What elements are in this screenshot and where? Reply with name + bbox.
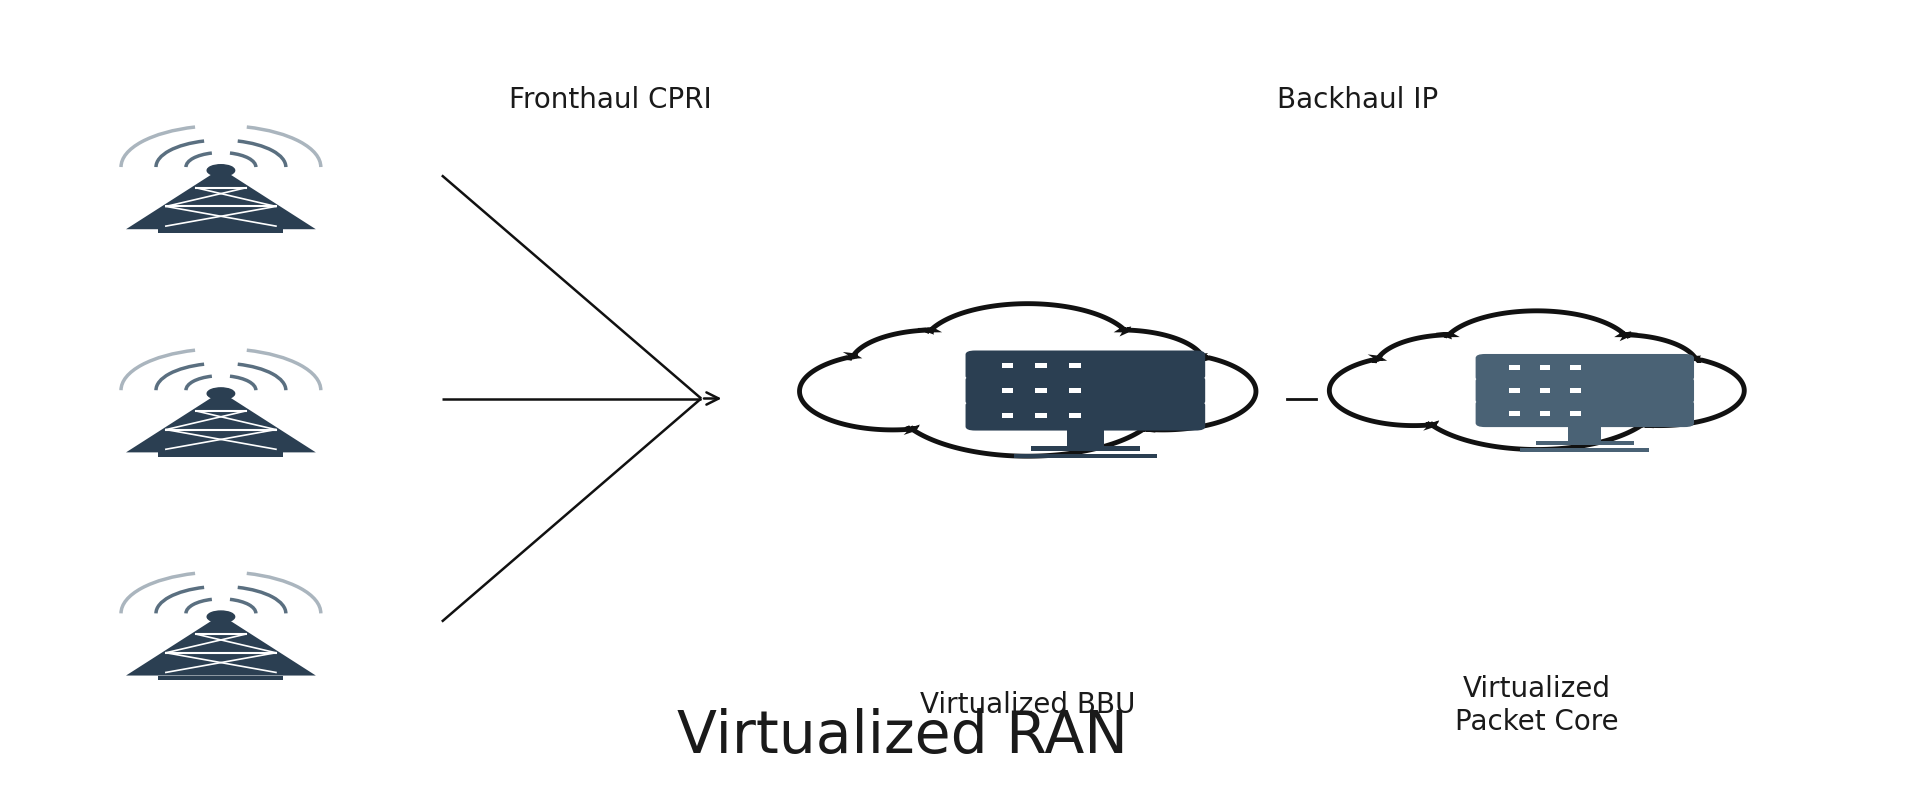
FancyBboxPatch shape [158, 676, 284, 680]
Circle shape [1441, 311, 1633, 391]
FancyBboxPatch shape [1569, 366, 1581, 370]
FancyBboxPatch shape [1535, 441, 1635, 446]
FancyBboxPatch shape [1510, 388, 1520, 393]
FancyBboxPatch shape [1569, 388, 1581, 393]
FancyBboxPatch shape [966, 376, 1204, 406]
FancyBboxPatch shape [966, 351, 1204, 380]
FancyBboxPatch shape [1475, 354, 1694, 382]
Polygon shape [127, 619, 315, 676]
FancyBboxPatch shape [1068, 426, 1103, 446]
Circle shape [1329, 355, 1498, 426]
FancyBboxPatch shape [1035, 388, 1047, 393]
Text: Virtualized
Packet Core: Virtualized Packet Core [1454, 675, 1619, 736]
FancyBboxPatch shape [1068, 363, 1082, 367]
FancyBboxPatch shape [1014, 454, 1156, 458]
FancyBboxPatch shape [1510, 366, 1520, 370]
FancyBboxPatch shape [1001, 414, 1012, 418]
FancyBboxPatch shape [158, 453, 284, 457]
Circle shape [851, 330, 1020, 400]
Polygon shape [127, 396, 315, 453]
Circle shape [207, 165, 234, 176]
FancyBboxPatch shape [1475, 377, 1694, 404]
FancyBboxPatch shape [1569, 411, 1581, 415]
FancyBboxPatch shape [1539, 388, 1550, 393]
Text: Fronthaul CPRI: Fronthaul CPRI [509, 85, 713, 114]
FancyBboxPatch shape [1539, 411, 1550, 415]
Circle shape [893, 344, 1162, 456]
Circle shape [1414, 347, 1660, 450]
Circle shape [1375, 335, 1529, 398]
Text: Backhaul IP: Backhaul IP [1277, 85, 1439, 114]
Circle shape [207, 611, 234, 622]
FancyBboxPatch shape [1520, 448, 1650, 452]
Circle shape [1544, 335, 1698, 398]
Text: Virtualized RAN: Virtualized RAN [678, 708, 1128, 765]
Circle shape [1575, 355, 1744, 426]
FancyBboxPatch shape [1035, 414, 1047, 418]
FancyBboxPatch shape [1539, 366, 1550, 370]
FancyBboxPatch shape [1568, 423, 1602, 441]
FancyBboxPatch shape [1032, 446, 1139, 451]
FancyBboxPatch shape [1475, 399, 1694, 427]
FancyBboxPatch shape [1068, 388, 1082, 393]
Circle shape [799, 353, 985, 430]
FancyBboxPatch shape [1510, 411, 1520, 415]
Text: Virtualized BBU: Virtualized BBU [920, 691, 1135, 720]
Polygon shape [127, 173, 315, 230]
FancyBboxPatch shape [158, 230, 284, 234]
FancyBboxPatch shape [1001, 388, 1012, 393]
Circle shape [922, 304, 1133, 391]
Circle shape [1035, 330, 1204, 400]
FancyBboxPatch shape [966, 401, 1204, 430]
Circle shape [207, 388, 234, 399]
Circle shape [1070, 353, 1256, 430]
FancyBboxPatch shape [1035, 363, 1047, 367]
FancyBboxPatch shape [1001, 363, 1012, 367]
FancyBboxPatch shape [1068, 414, 1082, 418]
